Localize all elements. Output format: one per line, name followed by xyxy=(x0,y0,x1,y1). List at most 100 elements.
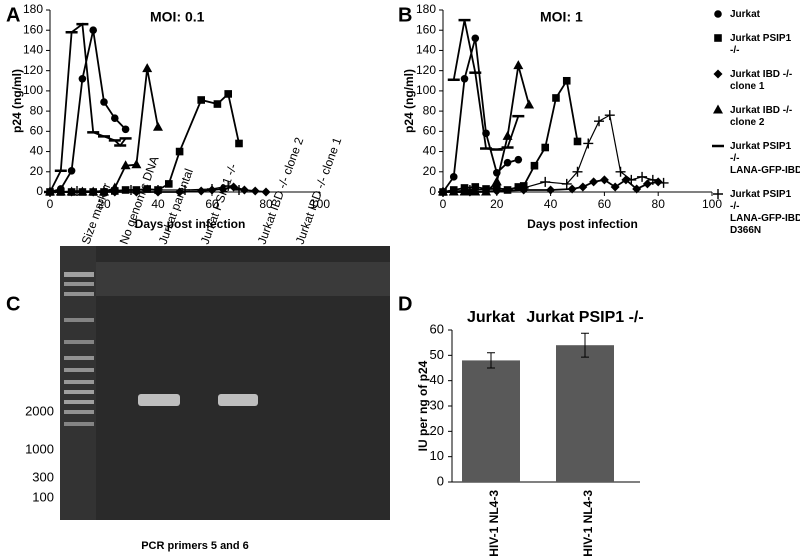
marker xyxy=(567,184,577,194)
x-tick-label: 60 xyxy=(205,197,219,211)
marker xyxy=(546,185,556,195)
marker xyxy=(109,182,120,192)
legend-line: LANA-GFP-IBD xyxy=(730,213,800,224)
legend-line: D366N xyxy=(730,225,761,236)
marker xyxy=(213,100,222,108)
size-label: 300 xyxy=(32,469,54,484)
y-axis-label: IU per ng of p24 xyxy=(416,360,430,451)
bar xyxy=(462,360,520,482)
marker xyxy=(197,96,205,104)
x-tick-label: 60 xyxy=(598,197,612,211)
marker xyxy=(223,180,234,191)
marker xyxy=(552,94,560,102)
marker xyxy=(459,186,470,196)
marker xyxy=(126,184,136,195)
panel-label: D xyxy=(398,293,412,315)
x-axis-label: Days post infection xyxy=(135,217,246,231)
legend-line: clone 2 xyxy=(730,117,765,128)
marker xyxy=(261,187,271,197)
marker xyxy=(513,60,524,70)
marker xyxy=(524,99,535,109)
group-label: Jurkat xyxy=(467,309,516,326)
marker xyxy=(153,121,163,131)
marker xyxy=(562,76,571,85)
marker xyxy=(89,26,97,35)
y-axis-label: p24 (ng/ml) xyxy=(402,69,416,133)
marker xyxy=(647,174,658,185)
x-tick-label: 0 xyxy=(440,197,447,211)
marker xyxy=(78,74,87,83)
panel-label: A xyxy=(6,4,20,26)
gel-image xyxy=(60,246,390,520)
x-tick-label: 20 xyxy=(97,197,111,211)
x-tick-label: HIV-1 NL4-3 xyxy=(487,490,501,556)
legend-line: Jurkat IBD -/- xyxy=(730,105,792,116)
x-tick-label: 100 xyxy=(310,197,330,211)
y-tick-label: 120 xyxy=(416,63,436,77)
chart-title: MOI: 1 xyxy=(540,9,583,25)
marker xyxy=(578,182,588,192)
x-tick-label: 80 xyxy=(652,197,666,211)
marker xyxy=(250,186,260,196)
marker xyxy=(180,184,190,195)
chart-title: MOI: 0.1 xyxy=(150,9,205,25)
x-tick-label: 20 xyxy=(490,197,504,211)
y-tick-label: 10 xyxy=(430,448,444,463)
y-tick-label: 140 xyxy=(416,43,436,57)
y-tick-label: 180 xyxy=(416,2,436,16)
y-tick-label: 50 xyxy=(430,347,444,362)
marker xyxy=(131,159,142,169)
series-line xyxy=(49,22,127,193)
marker xyxy=(153,184,163,195)
size-label: 1000 xyxy=(25,441,54,456)
marker xyxy=(99,185,109,196)
x-tick-label: 0 xyxy=(47,197,54,211)
lane-label: Jurkat PSIP1 -/- xyxy=(198,162,240,246)
marker xyxy=(491,183,502,194)
legend-line: Jurkat xyxy=(730,9,761,20)
marker xyxy=(514,183,523,191)
legend-line: Jurkat PSIP1 xyxy=(730,141,792,152)
x-tick-label: 40 xyxy=(544,197,558,211)
y-tick-label: 20 xyxy=(423,164,437,178)
marker xyxy=(120,160,131,170)
group-label: Jurkat PSIP1 -/- xyxy=(526,309,643,326)
marker xyxy=(714,34,722,42)
legend-label: Jurkat IBD -/-clone 1 xyxy=(730,69,792,92)
marker xyxy=(541,143,550,152)
y-tick-label: 30 xyxy=(430,397,444,412)
legend-line: LANA-GFP-IBD xyxy=(730,165,800,176)
x-tick-label: 100 xyxy=(702,197,722,211)
y-tick-label: 80 xyxy=(423,103,437,117)
marker xyxy=(234,184,244,195)
marker xyxy=(604,110,615,121)
marker xyxy=(599,175,609,185)
x-axis-label: Days post infection xyxy=(527,217,638,231)
y-tick-label: 100 xyxy=(416,83,436,97)
marker xyxy=(491,176,502,186)
y-tick-label: 0 xyxy=(429,184,436,198)
y-tick-label: 0 xyxy=(36,184,43,198)
y-tick-label: 120 xyxy=(23,63,43,77)
error-bar xyxy=(487,352,495,369)
marker xyxy=(111,114,119,122)
marker xyxy=(175,147,184,156)
marker xyxy=(503,158,512,167)
legend-label: Jurkat IBD -/-clone 2 xyxy=(730,105,792,128)
marker xyxy=(540,176,551,187)
marker xyxy=(514,155,523,164)
legend-line: Jurkat PSIP1 xyxy=(730,33,792,44)
legend-label: Jurkat PSIP1 -/- xyxy=(730,33,792,56)
marker xyxy=(713,104,723,114)
marker xyxy=(530,161,539,170)
marker xyxy=(642,179,652,189)
marker xyxy=(235,139,243,148)
marker xyxy=(196,186,206,196)
marker xyxy=(460,74,469,83)
marker xyxy=(583,138,594,149)
marker xyxy=(615,166,626,177)
marker xyxy=(449,173,458,181)
marker xyxy=(658,177,669,188)
marker xyxy=(142,63,153,73)
